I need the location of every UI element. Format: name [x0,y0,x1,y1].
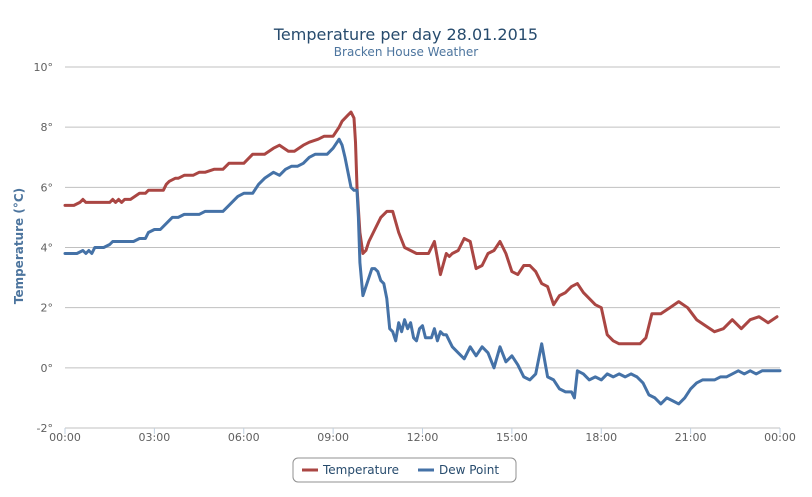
y-tick-label: 4° [41,242,54,255]
chart-subtitle: Bracken House Weather [334,45,478,59]
legend: Temperature Dew Point [292,457,517,483]
x-tick-label: 00:00 [764,431,796,444]
y-tick-label: -2° [37,422,53,435]
y-tick-label: 0° [41,362,54,375]
legend-item-temperature[interactable]: Temperature [302,463,399,477]
series-line-temperature[interactable] [63,110,779,346]
y-tick-label: 2° [41,302,54,315]
series-line-dew-point[interactable] [63,137,782,406]
x-tick-label: 03:00 [139,431,171,444]
legend-label-temperature: Temperature [322,463,399,477]
y-tick-label: 6° [41,181,54,194]
x-tick-label: 18:00 [585,431,617,444]
x-tick-label: 15:00 [496,431,528,444]
y-axis-title: Temperature (°C) [12,188,26,304]
legend-item-dew-point[interactable]: Dew Point [418,463,499,477]
x-tick-label: 21:00 [675,431,707,444]
legend-label-dew-point: Dew Point [439,463,499,477]
grid-lines [65,66,780,429]
legend-box [292,457,517,483]
chart-title: Temperature per day 28.01.2015 [273,25,538,44]
y-tick-label: 10° [34,61,54,74]
y-tick-label: 8° [41,121,54,134]
x-tick-label: 06:00 [228,431,260,444]
x-tick-label: 12:00 [407,431,439,444]
x-tick-label: 00:00 [49,431,81,444]
x-tick-label: 09:00 [317,431,349,444]
y-axis-ticks: -2° 0° 2° 4° 6° 8° 10° [34,61,54,435]
x-axis-ticks: 00:00 03:00 06:00 09:00 12:00 15:00 18:00 21:00… [49,428,796,444]
series-layer [63,110,782,406]
